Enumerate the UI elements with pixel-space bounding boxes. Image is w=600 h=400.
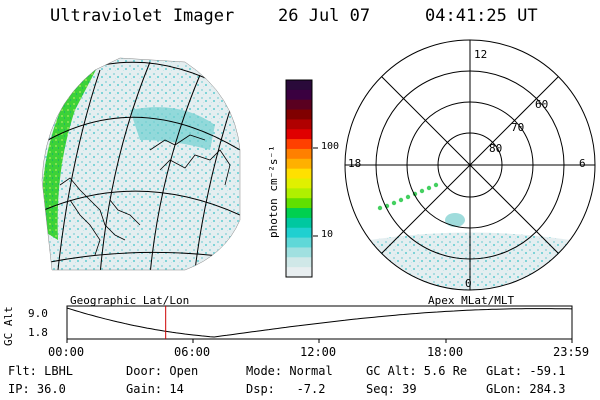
colorbar-segment (286, 257, 312, 268)
mlt-label-0: 0 (465, 277, 472, 290)
polar-plot (344, 39, 596, 291)
polar-grid (344, 39, 596, 291)
time-tick-0000: 00:00 (48, 345, 85, 359)
filter-status: Flt: LBHL (8, 364, 74, 378)
dayglow-limb (42, 62, 100, 240)
mlt-label-18: 18 (348, 157, 362, 170)
colorbar-segment (286, 89, 312, 101)
colorbar-segment (286, 139, 312, 150)
colorbar-segment (286, 80, 312, 91)
colorbar-segment (286, 227, 312, 239)
colorbar-segment (286, 148, 312, 160)
colorbar-segment (286, 178, 312, 189)
colorbar-tick-10: 10 (321, 229, 334, 240)
geographic-title: Geographic Lat/Lon (70, 294, 190, 307)
observation-date: 26 Jul 07 (278, 6, 371, 26)
lat-label-70: 70 (511, 121, 525, 134)
door-status: Door: Open (126, 364, 199, 378)
mlt-label-12: 12 (474, 48, 488, 61)
altitude-axis-label: GC Alt (2, 306, 15, 346)
altitude-tick-min: 1.8 (28, 326, 48, 339)
lat-lon-grid (43, 61, 240, 270)
glat-status: GLat: -59.1 (486, 364, 566, 378)
altitude-curve (66, 307, 573, 338)
auroral-glow-region (42, 58, 240, 270)
mlt-label-6: 6 (579, 157, 586, 170)
colorbar-segment (286, 247, 312, 258)
instrument-title: Ultraviolet Imager (50, 6, 235, 26)
dsp-status: Dsp: -7.2 (246, 382, 326, 396)
colorbar-segment (286, 237, 312, 248)
colorbar-tick-100: 100 (321, 141, 340, 152)
colorbar-segment (286, 208, 312, 219)
colorbar-segment (286, 109, 312, 120)
observation-time: 04:41:25 UT (425, 6, 538, 26)
altitude-panel (66, 305, 573, 343)
colorbar-segment (286, 198, 312, 209)
colorbar-segment (286, 158, 312, 170)
colorbar-segment (286, 119, 312, 130)
time-tick-1800: 18:00 (427, 345, 464, 359)
colorbar-segment (286, 217, 312, 229)
ip-status: IP: 36.0 (8, 382, 66, 396)
colorbar-segment (286, 188, 312, 199)
gain-status: Gain: 14 (126, 382, 184, 396)
glon-status: GLon: 284.3 (486, 382, 566, 396)
colorbar-segment (286, 267, 312, 278)
time-tick-1200: 12:00 (300, 345, 337, 359)
colorbar-unit-label: photon cm⁻²s⁻¹ (267, 145, 280, 238)
colorbar-segment (286, 129, 312, 140)
apex-title: Apex MLat/MLT (428, 294, 515, 307)
lat-label-60: 60 (535, 98, 549, 111)
gc-alt-status: GC Alt: 5.6 Re (366, 364, 468, 378)
colorbar (285, 79, 313, 278)
time-tick-2359: 23:59 (553, 345, 590, 359)
seq-status: Seq: 39 (366, 382, 417, 396)
altitude-tick-max: 9.0 (28, 307, 48, 320)
colorbar-segment (286, 168, 312, 179)
colorbar-segment (286, 99, 312, 111)
mode-status: Mode: Normal (246, 364, 333, 378)
coastlines (59, 134, 231, 256)
lat-label-80: 80 (489, 142, 503, 155)
time-tick-0600: 06:00 (174, 345, 211, 359)
geographic-image (41, 57, 241, 271)
